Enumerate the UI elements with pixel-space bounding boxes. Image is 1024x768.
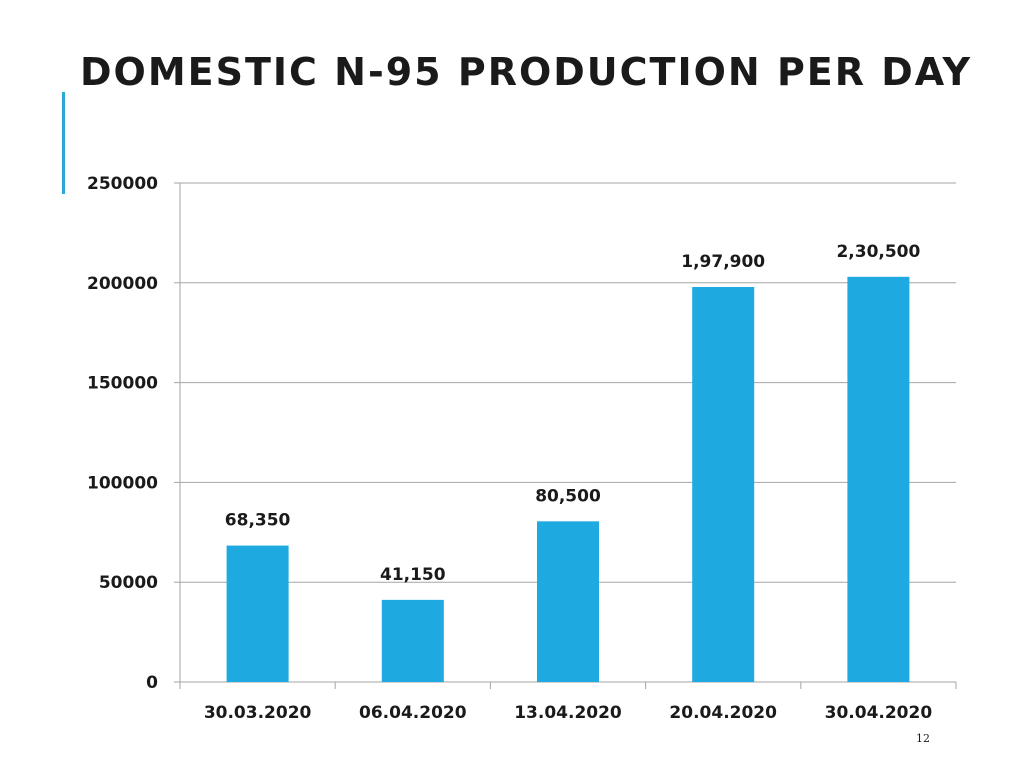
y-tick-label: 50000 <box>99 573 158 593</box>
axes <box>174 182 957 689</box>
bars <box>226 276 910 682</box>
y-tick-label: 0 <box>146 673 158 693</box>
data-label: 1,97,900 <box>681 252 765 272</box>
data-label: 68,350 <box>225 511 291 531</box>
data-label: 80,500 <box>535 486 601 506</box>
bar <box>381 599 444 682</box>
x-category-label: 30.03.2020 <box>204 703 312 723</box>
y-axis-tick-labels: 0 50000 100000 150000 200000 250000 <box>87 174 158 693</box>
slide-title: DOMESTIC N-95 PRODUCTION PER DAY <box>80 50 973 94</box>
title-accent-bar <box>62 92 65 194</box>
y-tick-label: 200000 <box>87 274 158 294</box>
x-category-label: 13.04.2020 <box>514 703 622 723</box>
y-tick-label: 250000 <box>87 174 158 194</box>
bar <box>692 286 755 682</box>
bar <box>226 545 289 682</box>
data-label: 41,150 <box>380 565 446 585</box>
bar <box>847 276 910 682</box>
page-number: 12 <box>916 732 930 745</box>
data-labels: 68,350 41,150 80,500 1,97,900 2,30,500 <box>225 242 921 585</box>
y-tick-label: 100000 <box>87 473 158 493</box>
x-category-label: 20.04.2020 <box>669 703 777 723</box>
x-axis-category-labels: 30.03.2020 06.04.2020 13.04.2020 20.04.2020… <box>204 703 933 723</box>
x-category-label: 30.04.2020 <box>825 703 933 723</box>
data-label: 2,30,500 <box>836 242 920 262</box>
x-category-label: 06.04.2020 <box>359 703 467 723</box>
y-tick-label: 150000 <box>87 374 158 394</box>
bar <box>537 521 599 682</box>
